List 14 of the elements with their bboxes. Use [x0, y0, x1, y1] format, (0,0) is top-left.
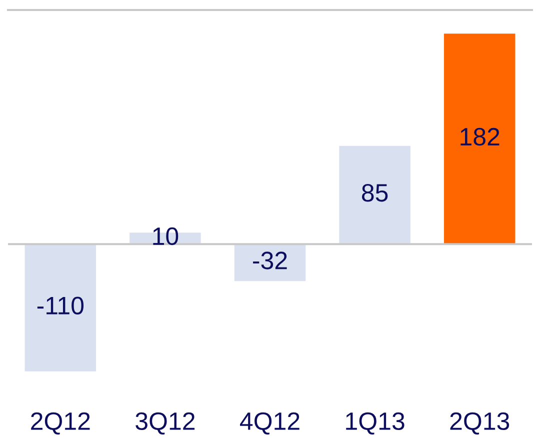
- bar: [234, 244, 306, 282]
- bar: [444, 34, 516, 244]
- data-label: 182: [460, 128, 500, 146]
- data-label: 10: [153, 227, 178, 246]
- x-tick-label: 1Q13: [346, 412, 404, 435]
- data-label: -32: [253, 252, 287, 270]
- x-tick-label: 3Q12: [136, 412, 195, 435]
- x-tick-label: 2Q13: [450, 412, 510, 435]
- bar: [24, 244, 96, 372]
- x-tick-label: 2Q12: [31, 412, 90, 435]
- data-label: 85: [362, 184, 388, 202]
- x-tick-label: 4Q12: [240, 412, 300, 435]
- bar: [339, 146, 410, 244]
- data-label: -110: [37, 296, 84, 314]
